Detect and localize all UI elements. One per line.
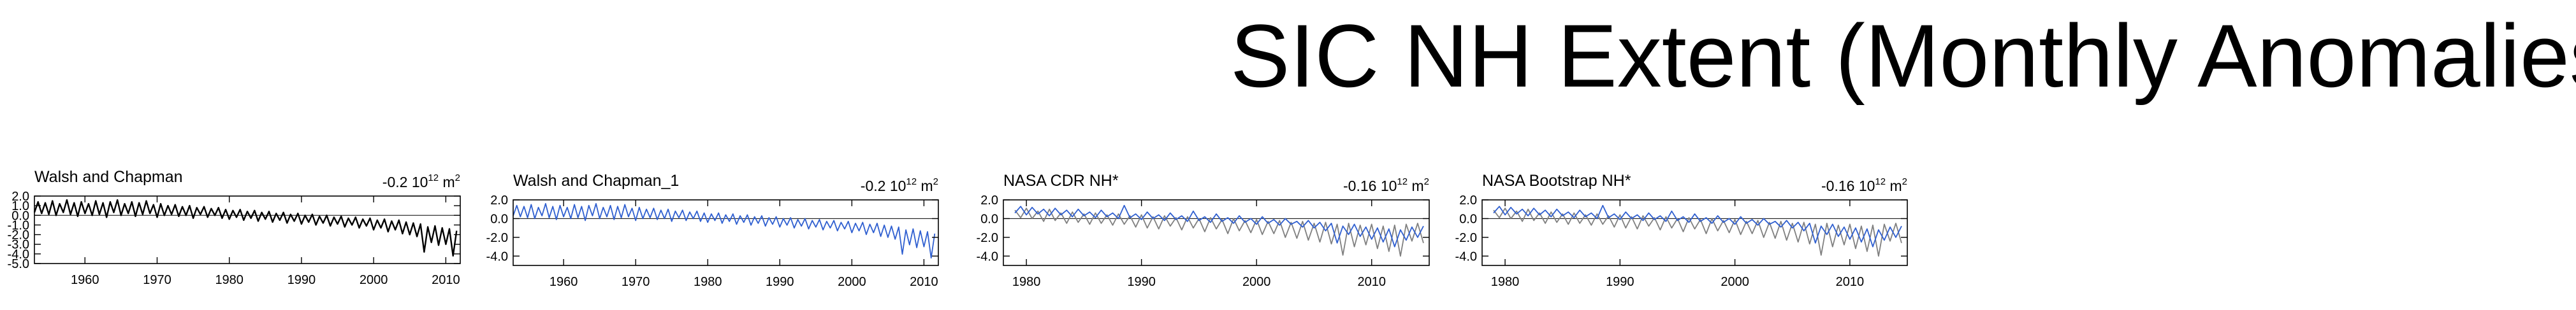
y-tick-label: -2.0 <box>486 231 508 245</box>
panel-2: Walsh and Chapman_1 -0.2 1012 m2 1960 1970 1… <box>486 172 939 289</box>
units-squared: 2 <box>1902 176 1907 187</box>
series-line-2 <box>1014 204 1424 248</box>
x-tick-label: 1980 <box>694 275 722 289</box>
panel-units: -0.16 1012 m2 <box>1343 176 1429 194</box>
x-tick-label: 2010 <box>1836 275 1865 289</box>
units-exponent: 12 <box>906 176 917 187</box>
y-tick-label: -2.0 <box>1455 231 1477 245</box>
units-m: m <box>1408 178 1424 194</box>
plot-frame <box>34 195 461 264</box>
y-tick-label: -4.0 <box>977 250 998 264</box>
panel-units: -0.2 1012 m2 <box>382 173 460 190</box>
panel-1: Walsh and Chapman -0.2 1012 m2 1960 1970 198… <box>8 168 461 287</box>
y-tick-label: -3.0 <box>8 238 29 252</box>
x-tick-label: 1990 <box>287 273 316 287</box>
panel-title: Walsh and Chapman <box>34 168 183 186</box>
y-tick-label: 1.0 <box>11 199 29 213</box>
x-tick-label: 1990 <box>1127 275 1156 289</box>
x-tick-label: 2000 <box>838 275 866 289</box>
units-value: -0.16 10 <box>1821 178 1875 194</box>
y-tick-label: 0.0 <box>490 212 508 226</box>
x-tick-label: 1990 <box>766 275 794 289</box>
units-squared: 2 <box>455 173 460 183</box>
y-tick-label: -4.0 <box>8 248 29 262</box>
x-tick-label: 1990 <box>1606 275 1634 289</box>
units-m: m <box>1886 178 1902 194</box>
units-squared: 2 <box>933 176 938 187</box>
y-tick-label: -2.0 <box>8 229 29 243</box>
y-tick-label: 2.0 <box>490 194 508 208</box>
series-line-1 <box>33 199 458 257</box>
units-exponent: 12 <box>1397 176 1408 187</box>
y-tick-label: 0.0 <box>980 212 998 226</box>
x-tick-label: 2010 <box>910 275 938 289</box>
plot-frame <box>1003 199 1430 266</box>
y-tick-label: -1.0 <box>8 218 29 232</box>
x-tick-label: 2010 <box>1357 275 1386 289</box>
y-tick-label: 2.0 <box>980 194 998 208</box>
panel-title: NASA Bootstrap NH* <box>1482 172 1631 190</box>
x-tick-label: 2010 <box>432 273 460 287</box>
y-tick-label: -4.0 <box>1455 250 1477 264</box>
units-value: -0.2 10 <box>861 178 906 194</box>
x-tick-label: 1980 <box>1012 275 1041 289</box>
units-m: m <box>439 174 455 190</box>
y-tick-label: 2.0 <box>11 190 29 204</box>
units-m: m <box>917 178 933 194</box>
y-tick-label: 2.0 <box>1459 194 1477 208</box>
units-exponent: 12 <box>1875 176 1886 187</box>
x-tick-label: 1970 <box>622 275 650 289</box>
y-tick-label: -4.0 <box>486 250 508 264</box>
x-tick-label: 1980 <box>1491 275 1520 289</box>
units-value: -0.2 10 <box>382 174 428 190</box>
units-value: -0.16 10 <box>1343 178 1397 194</box>
main-title: SIC NH Extent (Monthly Anomalies) <box>1230 6 2576 106</box>
x-tick-label: 1980 <box>215 273 244 287</box>
plot-frame <box>1481 199 1908 266</box>
panel-units: -0.2 1012 m2 <box>861 176 938 194</box>
x-tick-label: 2000 <box>1721 275 1749 289</box>
x-tick-label: 2000 <box>360 273 388 287</box>
series-line-2 <box>1493 204 1902 248</box>
panel-3: NASA CDR NH* -0.16 1012 m2 1980 1990 2000 201… <box>977 172 1430 289</box>
x-tick-label: 1960 <box>549 275 578 289</box>
panel-title: Walsh and Chapman_1 <box>513 172 679 190</box>
y-tick-label: -2.0 <box>977 231 998 245</box>
x-tick-label: 1970 <box>143 273 171 287</box>
panel-units: -0.16 1012 m2 <box>1821 176 1907 194</box>
panel-4: NASA Bootstrap NH* -0.16 1012 m2 1980 1990 2… <box>1455 172 1908 289</box>
units-squared: 2 <box>1424 176 1429 187</box>
x-tick-label: 2000 <box>1242 275 1271 289</box>
y-tick-label: -5.0 <box>8 257 29 271</box>
x-tick-label: 1960 <box>71 273 99 287</box>
y-tick-label: 0.0 <box>1459 212 1477 226</box>
units-exponent: 12 <box>428 173 439 183</box>
y-tick-label: 0.0 <box>11 209 29 223</box>
series-line-1 <box>513 202 936 259</box>
panel-title: NASA CDR NH* <box>1003 172 1119 190</box>
plot-frame <box>513 199 939 266</box>
